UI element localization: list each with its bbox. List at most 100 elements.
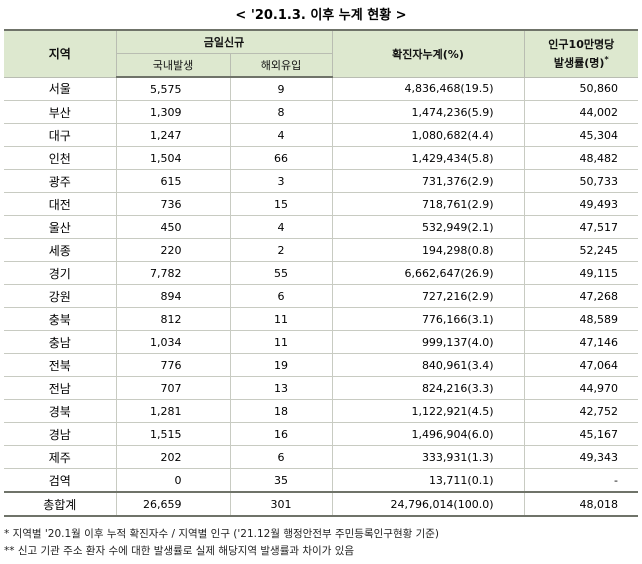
table-row: 광주 615 3 731,376(2.9) 50,733 xyxy=(4,169,639,193)
cell-rate: 47,146 xyxy=(523,330,639,354)
cell-rate: 49,115 xyxy=(523,261,639,285)
cell-rate: 50,860 xyxy=(523,77,639,101)
cell-domestic: 7,782 xyxy=(115,261,231,285)
cell-domestic: 894 xyxy=(115,284,231,308)
cell-rate: 47,517 xyxy=(523,215,639,239)
header-cumulative: 확진자누계(%) xyxy=(331,29,525,78)
table-row: 제주 202 6 333,931(1.3) 49,343 xyxy=(4,445,639,469)
cell-region: 강원 xyxy=(4,284,117,308)
cell-region: 충남 xyxy=(4,330,117,354)
cell-region: 전북 xyxy=(4,353,117,377)
header-new-today: 금일신규 xyxy=(115,29,333,54)
table-row: 충북 812 11 776,166(3.1) 48,589 xyxy=(4,307,639,331)
table-row: 전남 707 13 824,216(3.3) 44,970 xyxy=(4,376,639,400)
cell-domestic: 1,515 xyxy=(115,422,231,446)
cell-domestic: 1,034 xyxy=(115,330,231,354)
cell-region: 세종 xyxy=(4,238,117,262)
cell-overseas: 11 xyxy=(229,330,333,354)
cell-cumulative: 532,949(2.1) xyxy=(331,215,525,239)
cell-overseas: 19 xyxy=(229,353,333,377)
table-row: 전북 776 19 840,961(3.4) 47,064 xyxy=(4,353,639,377)
cell-overseas: 16 xyxy=(229,422,333,446)
cell-domestic: 0 xyxy=(115,468,231,493)
cell-cumulative: 776,166(3.1) xyxy=(331,307,525,331)
cell-rate: 47,064 xyxy=(523,353,639,377)
header-region: 지역 xyxy=(4,29,117,78)
cell-domestic: 450 xyxy=(115,215,231,239)
header-domestic: 국내발생 xyxy=(116,53,231,78)
cell-cumulative: 840,961(3.4) xyxy=(331,353,525,377)
table-row: 부산 1,309 8 1,474,236(5.9) 44,002 xyxy=(4,100,639,124)
cell-overseas: 8 xyxy=(229,100,333,124)
footnote-1: * 지역별 '20.1월 이후 누적 확진자수 / 지역별 인구 ('21.12… xyxy=(4,528,440,540)
cell-domestic: 1,309 xyxy=(115,100,231,124)
cell-rate: 45,167 xyxy=(523,422,639,446)
table-row: 경남 1,515 16 1,496,904(6.0) 45,167 xyxy=(4,422,639,446)
cell-rate: 49,343 xyxy=(523,445,639,469)
cell-domestic: 707 xyxy=(115,376,231,400)
cell-overseas: 4 xyxy=(229,215,333,239)
table-body: 서울 5,575 9 4,836,468(19.5) 50,860 부산 1,309 8 1,4… xyxy=(4,77,639,517)
cell-domestic: 202 xyxy=(115,445,231,469)
cell-overseas: 6 xyxy=(229,284,333,308)
table-row: 충남 1,034 11 999,137(4.0) 47,146 xyxy=(4,330,639,354)
cell-overseas: 66 xyxy=(229,146,333,170)
total-overseas: 301 xyxy=(229,491,333,517)
cell-rate: 44,970 xyxy=(523,376,639,400)
table-title: < '20.1.3. 이후 누계 현황 > xyxy=(235,8,407,23)
total-domestic: 26,659 xyxy=(115,491,231,517)
footnote-2: ** 신고 기관 주소 환자 수에 대한 발생률로 실제 해당지역 발생률과 차… xyxy=(4,545,355,557)
cell-rate: - xyxy=(523,468,639,493)
cell-overseas: 11 xyxy=(229,307,333,331)
cell-cumulative: 6,662,647(26.9) xyxy=(331,261,525,285)
cell-overseas: 35 xyxy=(229,468,333,493)
cell-cumulative: 999,137(4.0) xyxy=(331,330,525,354)
cell-domestic: 1,281 xyxy=(115,399,231,423)
header-rate: 인구10만명당 발생률(명)* xyxy=(523,29,639,78)
cell-cumulative: 718,761(2.9) xyxy=(331,192,525,216)
cell-region: 대구 xyxy=(4,123,117,147)
cell-region: 충북 xyxy=(4,307,117,331)
cell-cumulative: 4,836,468(19.5) xyxy=(331,77,525,101)
cell-overseas: 18 xyxy=(229,399,333,423)
cell-domestic: 812 xyxy=(115,307,231,331)
cell-region: 인천 xyxy=(4,146,117,170)
cell-cumulative: 1,080,682(4.4) xyxy=(331,123,525,147)
cell-rate: 42,752 xyxy=(523,399,639,423)
table-row: 울산 450 4 532,949(2.1) 47,517 xyxy=(4,215,639,239)
cell-region: 검역 xyxy=(4,468,117,493)
table-row: 경북 1,281 18 1,122,921(4.5) 42,752 xyxy=(4,399,639,423)
table-row: 검역 0 35 13,711(0.1) - xyxy=(4,468,639,493)
footnotes: * 지역별 '20.1월 이후 누적 확진자수 / 지역별 인구 ('21.12… xyxy=(4,526,640,560)
header-rate-line1: 인구10만명당 xyxy=(548,37,615,51)
cumulative-status-table: 지역 금일신규 확진자누계(%) 인구10만명당 발생률(명)* 국내발생 해외… xyxy=(4,29,639,517)
cell-cumulative: 731,376(2.9) xyxy=(331,169,525,193)
total-region: 총합계 xyxy=(4,491,117,517)
cell-domestic: 615 xyxy=(115,169,231,193)
cell-rate: 49,493 xyxy=(523,192,639,216)
cell-overseas: 13 xyxy=(229,376,333,400)
cell-overseas: 2 xyxy=(229,238,333,262)
cell-domestic: 5,575 xyxy=(115,77,231,101)
cell-rate: 48,589 xyxy=(523,307,639,331)
cell-domestic: 1,504 xyxy=(115,146,231,170)
table-row: 인천 1,504 66 1,429,434(5.8) 48,482 xyxy=(4,146,639,170)
cell-overseas: 55 xyxy=(229,261,333,285)
table-row: 대전 736 15 718,761(2.9) 49,493 xyxy=(4,192,639,216)
cell-cumulative: 194,298(0.8) xyxy=(331,238,525,262)
cell-rate: 48,482 xyxy=(523,146,639,170)
header-rate-mark: * xyxy=(604,54,609,64)
cell-cumulative: 1,474,236(5.9) xyxy=(331,100,525,124)
cell-region: 제주 xyxy=(4,445,117,469)
cell-rate: 45,304 xyxy=(523,123,639,147)
cell-overseas: 4 xyxy=(229,123,333,147)
cell-region: 경북 xyxy=(4,399,117,423)
cell-rate: 47,268 xyxy=(523,284,639,308)
cell-region: 경기 xyxy=(4,261,117,285)
cell-cumulative: 333,931(1.3) xyxy=(331,445,525,469)
cell-region: 대전 xyxy=(4,192,117,216)
cell-domestic: 736 xyxy=(115,192,231,216)
cell-region: 전남 xyxy=(4,376,117,400)
header-rate-line2: 발생률(명) xyxy=(553,56,605,70)
